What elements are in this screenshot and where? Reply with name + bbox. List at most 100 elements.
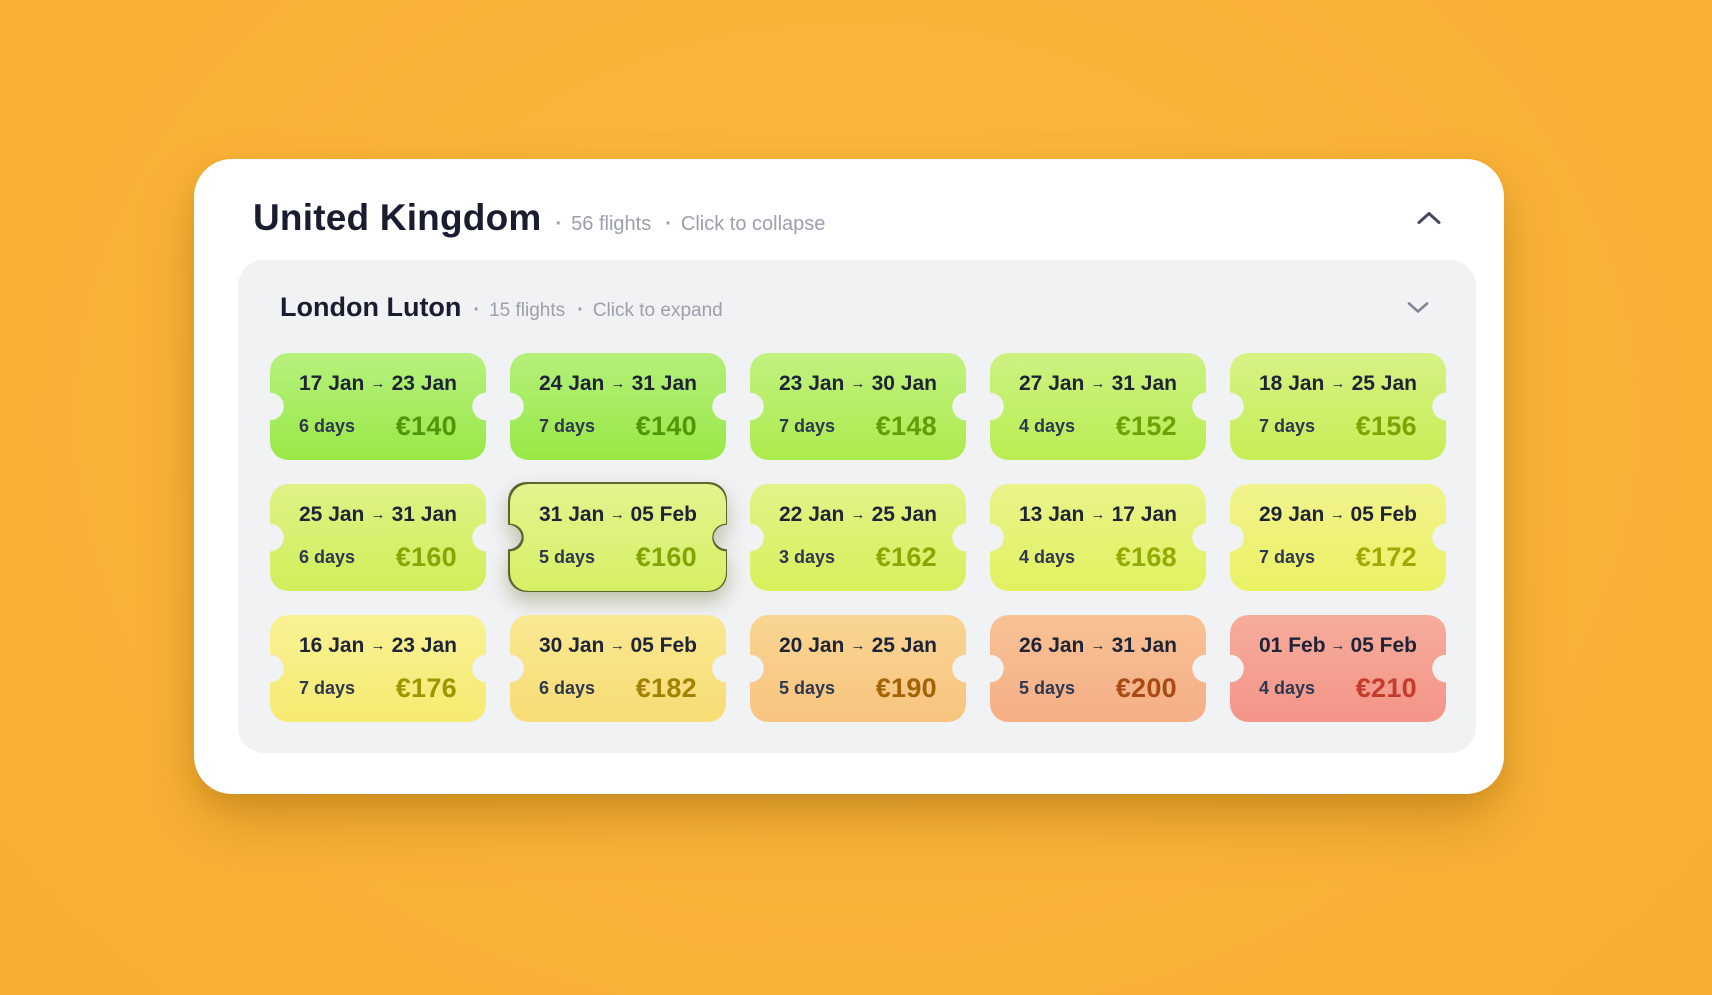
trip-duration: 7 days (1259, 415, 1316, 436)
ticket-price: €168 (1115, 541, 1177, 572)
ticket-price: €148 (875, 410, 937, 441)
return-date: 05 Feb (1350, 502, 1417, 526)
flight-ticket[interactable]: 24 Jan → 31 Jan 7 days €140 (510, 353, 726, 460)
ticket-bottom-row: 5 days €200 (1019, 673, 1177, 704)
arrow-right-icon: → (1090, 637, 1106, 654)
depart-date: 27 Jan (1019, 371, 1085, 395)
flight-ticket[interactable]: 30 Jan → 05 Feb 6 days €182 (510, 615, 726, 722)
depart-date: 31 Jan (539, 502, 605, 526)
separator-dot: · (473, 299, 481, 321)
flight-ticket-body: 01 Feb → 05 Feb 4 days €210 (1230, 615, 1446, 722)
depart-date: 23 Jan (779, 371, 845, 395)
depart-date: 13 Jan (1019, 502, 1085, 526)
flight-ticket[interactable]: 13 Jan → 17 Jan 4 days €168 (990, 484, 1206, 591)
flight-ticket-body: 13 Jan → 17 Jan 4 days €168 (990, 484, 1206, 591)
ticket-price: €172 (1355, 541, 1417, 572)
ticket-price: €140 (395, 410, 457, 441)
flight-ticket-body: 25 Jan → 31 Jan 6 days €160 (270, 484, 486, 591)
ticket-dates-row: 17 Jan → 23 Jan (299, 372, 457, 396)
arrow-right-icon: → (370, 375, 386, 392)
flight-ticket[interactable]: 01 Feb → 05 Feb 4 days €210 (1230, 615, 1446, 722)
return-date: 05 Feb (630, 502, 697, 526)
flight-ticket[interactable]: 25 Jan → 31 Jan 6 days €160 (270, 484, 486, 591)
ticket-bottom-row: 6 days €140 (299, 411, 457, 442)
ticket-dates-row: 22 Jan → 25 Jan (779, 503, 937, 527)
depart-date: 26 Jan (1019, 633, 1085, 657)
flight-ticket-body: 18 Jan → 25 Jan 7 days €156 (1230, 353, 1446, 460)
ticket-bottom-row: 6 days €182 (539, 673, 697, 704)
flight-ticket[interactable]: 22 Jan → 25 Jan 3 days €162 (750, 484, 966, 591)
flight-ticket-body: 26 Jan → 31 Jan 5 days €200 (990, 615, 1206, 722)
city-flight-count: · 15 flights (473, 299, 565, 322)
ticket-bottom-row: 6 days €160 (299, 542, 457, 573)
arrow-right-icon: → (610, 375, 626, 392)
flight-ticket-body: 30 Jan → 05 Feb 6 days €182 (510, 615, 726, 722)
ticket-price: €200 (1115, 672, 1177, 703)
depart-date: 20 Jan (779, 633, 845, 657)
city-expand-hint: · Click to expand (577, 299, 723, 322)
flight-ticket-body: 20 Jan → 25 Jan 5 days €190 (750, 615, 966, 722)
trip-duration: 6 days (299, 546, 356, 567)
flight-ticket-body: 24 Jan → 31 Jan 7 days €140 (510, 353, 726, 460)
chevron-up-icon[interactable] (1410, 204, 1448, 232)
depart-date: 01 Feb (1259, 633, 1326, 657)
trip-duration: 7 days (779, 415, 836, 436)
depart-date: 18 Jan (1259, 371, 1325, 395)
return-date: 05 Feb (1350, 633, 1417, 657)
ticket-dates-row: 25 Jan → 31 Jan (299, 503, 457, 527)
ticket-bottom-row: 7 days €140 (539, 411, 697, 442)
trip-duration: 7 days (299, 677, 356, 698)
country-header[interactable]: United Kingdom · 56 flights · Click to c… (194, 159, 1504, 239)
ticket-bottom-row: 4 days €152 (1019, 411, 1177, 442)
flight-ticket[interactable]: 23 Jan → 30 Jan 7 days €148 (750, 353, 966, 460)
ticket-dates-row: 31 Jan → 05 Feb (539, 503, 697, 527)
chevron-down-icon[interactable] (1400, 294, 1436, 321)
ticket-dates-row: 27 Jan → 31 Jan (1019, 372, 1177, 396)
return-date: 30 Jan (871, 371, 937, 395)
country-collapse-hint-label: Click to collapse (680, 213, 826, 235)
flight-ticket[interactable]: 20 Jan → 25 Jan 5 days €190 (750, 615, 966, 722)
ticket-price: €160 (395, 541, 457, 572)
trip-duration: 5 days (779, 677, 836, 698)
ticket-dates-row: 01 Feb → 05 Feb (1259, 634, 1417, 658)
depart-date: 22 Jan (779, 502, 845, 526)
ticket-bottom-row: 7 days €148 (779, 411, 937, 442)
flight-ticket-body: 23 Jan → 30 Jan 7 days €148 (750, 353, 966, 460)
return-date: 31 Jan (1111, 371, 1177, 395)
arrow-right-icon: → (850, 506, 866, 523)
city-header[interactable]: London Luton · 15 flights · Click to exp… (270, 288, 1446, 323)
arrow-right-icon: → (1090, 506, 1106, 523)
flight-ticket-body: 27 Jan → 31 Jan 4 days €152 (990, 353, 1206, 460)
depart-date: 30 Jan (539, 633, 605, 657)
depart-date: 29 Jan (1259, 502, 1325, 526)
ticket-dates-row: 13 Jan → 17 Jan (1019, 503, 1177, 527)
ticket-price: €152 (1115, 410, 1177, 441)
city-expand-hint-label: Click to expand (592, 300, 723, 321)
country-flight-count: · 56 flights (555, 213, 651, 236)
country-card: United Kingdom · 56 flights · Click to c… (194, 159, 1504, 794)
arrow-right-icon: → (1330, 637, 1346, 654)
ticket-bottom-row: 7 days €172 (1259, 542, 1417, 573)
flight-ticket[interactable]: 17 Jan → 23 Jan 6 days €140 (270, 353, 486, 460)
flight-ticket[interactable]: 26 Jan → 31 Jan 5 days €200 (990, 615, 1206, 722)
arrow-right-icon: → (1330, 375, 1346, 392)
country-title-group: United Kingdom · 56 flights · Click to c… (253, 197, 825, 239)
arrow-right-icon: → (370, 506, 386, 523)
flight-ticket[interactable]: 31 Jan → 05 Feb 5 days €160 (510, 484, 726, 591)
return-date: 31 Jan (1111, 633, 1177, 657)
flight-ticket-body: 17 Jan → 23 Jan 6 days €140 (270, 353, 486, 460)
arrow-right-icon: → (1090, 375, 1106, 392)
arrow-right-icon: → (850, 375, 866, 392)
depart-date: 16 Jan (299, 633, 365, 657)
ticket-bottom-row: 3 days €162 (779, 542, 937, 573)
ticket-bottom-row: 7 days €176 (299, 673, 457, 704)
trip-duration: 7 days (539, 415, 596, 436)
flight-ticket[interactable]: 29 Jan → 05 Feb 7 days €172 (1230, 484, 1446, 591)
ticket-bottom-row: 5 days €190 (779, 673, 937, 704)
flight-ticket-body: 29 Jan → 05 Feb 7 days €172 (1230, 484, 1446, 591)
flight-ticket[interactable]: 16 Jan → 23 Jan 7 days €176 (270, 615, 486, 722)
flight-ticket[interactable]: 27 Jan → 31 Jan 4 days €152 (990, 353, 1206, 460)
flight-ticket[interactable]: 18 Jan → 25 Jan 7 days €156 (1230, 353, 1446, 460)
return-date: 31 Jan (391, 502, 457, 526)
